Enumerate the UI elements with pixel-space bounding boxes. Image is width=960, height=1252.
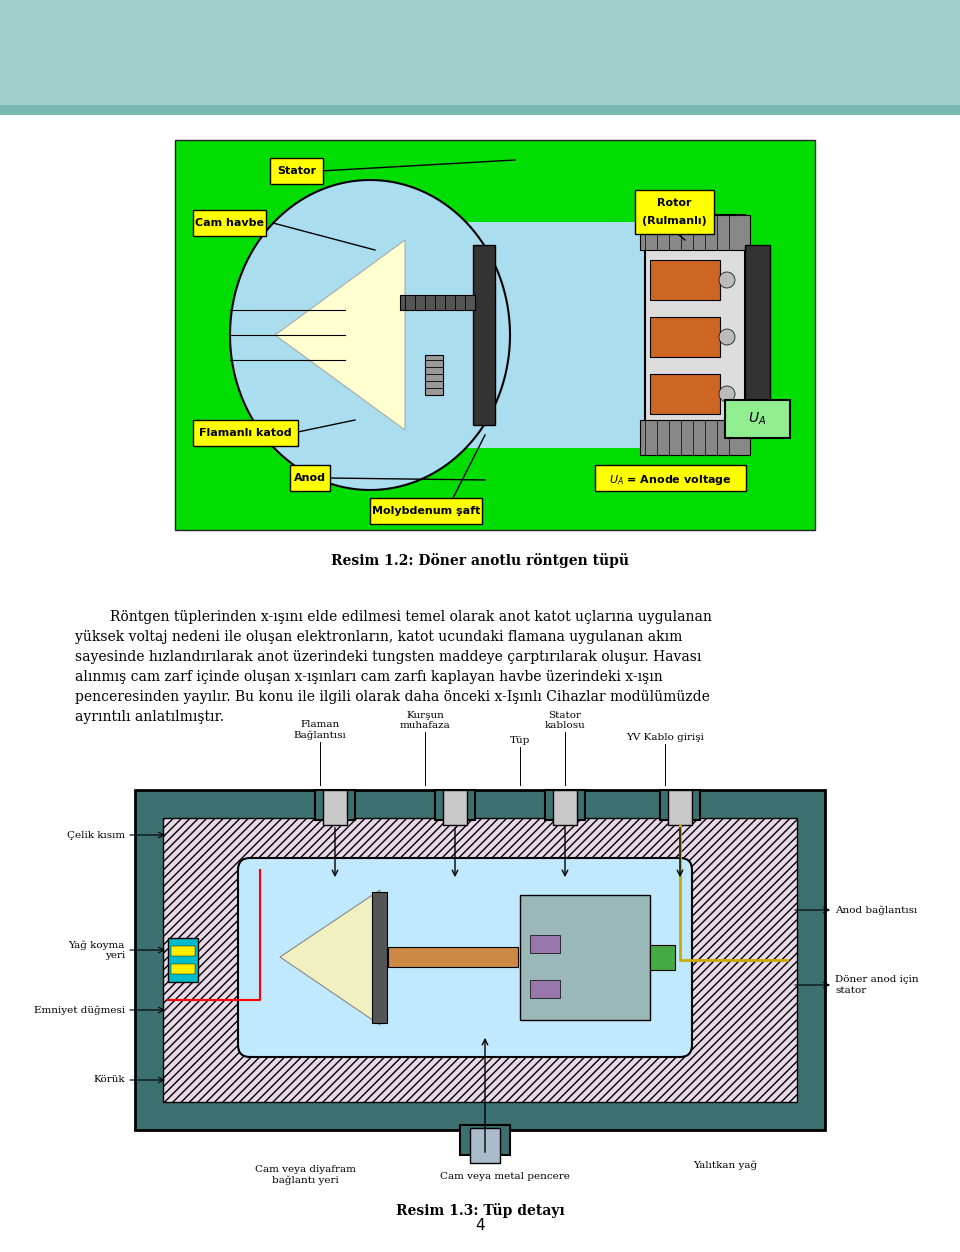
Text: Cam havbe: Cam havbe [195, 218, 264, 228]
Bar [400, 295, 475, 310]
Text: (Rulmanlı): (Rulmanlı) [642, 217, 707, 227]
Text: Çelik kısım: Çelik kısım [67, 830, 125, 840]
Circle shape [719, 386, 735, 402]
Bar [725, 399, 790, 438]
Bar [435, 790, 475, 820]
Bar [650, 374, 720, 414]
Bar [530, 935, 560, 953]
Bar [650, 945, 675, 970]
Text: yüksek voltaj nedeni ile oluşan elektronların, katot ucundaki flamana uygulanan : yüksek voltaj nedeni ile oluşan elektron… [75, 630, 683, 644]
Text: Stator
kablosu: Stator kablosu [544, 711, 586, 730]
Text: $U_A$ = Anode voltage: $U_A$ = Anode voltage [609, 473, 732, 487]
Polygon shape [280, 890, 380, 1025]
Bar [650, 317, 720, 357]
Text: penceresinden yayılır. Bu konu ile ilgili olarak daha önceki x-Işınlı Cihazlar m: penceresinden yayılır. Bu konu ile ilgil… [75, 690, 709, 704]
Text: alınmış cam zarf içinde oluşan x-ışınları cam zarfı kaplayan havbe üzerindeki x-: alınmış cam zarf içinde oluşan x-ışınlar… [75, 670, 662, 684]
FancyBboxPatch shape [457, 222, 648, 448]
Bar [470, 1128, 500, 1163]
Bar [645, 215, 745, 454]
Bar [553, 790, 577, 825]
Text: sayesinde hızlandırılarak anot üzerindeki tungsten maddeye çarptırılarak oluşur.: sayesinde hızlandırılarak anot üzerindek… [75, 650, 702, 664]
Bar [650, 260, 720, 300]
Bar [193, 210, 266, 235]
Text: Anod: Anod [294, 473, 326, 483]
Text: Cam veya diyafram
bağlantı yeri: Cam veya diyafram bağlantı yeri [254, 1166, 355, 1184]
Bar [0, 105, 960, 115]
Bar [175, 140, 815, 530]
Text: Cam veya metal pencere: Cam veya metal pencere [440, 1172, 570, 1181]
Bar [745, 245, 770, 424]
Text: Körük: Körük [93, 1075, 125, 1084]
Bar [163, 818, 797, 1102]
FancyBboxPatch shape [238, 858, 692, 1057]
Text: YV Kablo girişi: YV Kablo girişi [626, 732, 704, 742]
Circle shape [719, 329, 735, 346]
Polygon shape [370, 225, 552, 444]
Text: $U_A$: $U_A$ [748, 411, 766, 427]
Bar [168, 938, 198, 982]
Bar [372, 891, 387, 1023]
Bar [323, 790, 347, 825]
Text: Resim 1.3: Tüp detayı: Resim 1.3: Tüp detayı [396, 1202, 564, 1217]
Bar [315, 790, 355, 820]
Text: Röntgen tüplerinden x-ışını elde edilmesi temel olarak anot katot uçlarına uygul: Röntgen tüplerinden x-ışını elde edilmes… [75, 610, 712, 623]
Text: Rotor: Rotor [658, 198, 692, 208]
Bar [443, 790, 467, 825]
Bar [388, 947, 518, 967]
Text: Kurşun
muhafaza: Kurşun muhafaza [399, 711, 450, 730]
Bar [545, 790, 585, 820]
Polygon shape [275, 240, 405, 429]
Bar [635, 190, 714, 234]
Text: Emniyet düğmesi: Emniyet düğmesi [34, 1005, 125, 1015]
Bar [640, 215, 750, 250]
Text: Flaman
Bağlantısı: Flaman Bağlantısı [294, 720, 347, 740]
Text: Yalıtkan yağ: Yalıtkan yağ [693, 1161, 757, 1169]
Text: Tüp: Tüp [510, 736, 530, 745]
Bar [171, 964, 195, 974]
Bar [135, 790, 825, 1131]
Text: Stator: Stator [276, 167, 316, 177]
Polygon shape [230, 180, 510, 490]
Text: Flamanlı katod: Flamanlı katod [199, 428, 292, 438]
Text: Resim 1.2: Döner anotlu röntgen tüpü: Resim 1.2: Döner anotlu röntgen tüpü [331, 552, 629, 567]
Circle shape [719, 272, 735, 288]
Text: 4: 4 [475, 1217, 485, 1232]
Bar [660, 790, 700, 820]
Text: Döner anod için
stator: Döner anod için stator [835, 975, 919, 994]
Text: ayrıntılı anlatılmıştır.: ayrıntılı anlatılmıştır. [75, 710, 224, 724]
Bar [640, 419, 750, 454]
Bar [270, 158, 323, 184]
Text: Anod bağlantısı: Anod bağlantısı [835, 905, 917, 915]
Bar [520, 895, 650, 1020]
Bar [290, 464, 330, 491]
Bar [530, 980, 560, 998]
Text: Yağ koyma
yeri: Yağ koyma yeri [68, 940, 125, 960]
Bar [193, 419, 298, 446]
Bar [370, 498, 482, 525]
Bar [668, 790, 692, 825]
Text: Molybdenum şaft: Molybdenum şaft [372, 506, 480, 516]
Bar [0, 0, 960, 105]
Bar [425, 356, 443, 394]
Bar [460, 1126, 510, 1156]
Bar [473, 245, 495, 424]
Bar [595, 464, 746, 491]
Bar [171, 947, 195, 957]
